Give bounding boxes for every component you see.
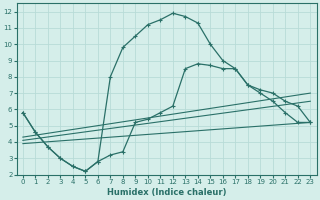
X-axis label: Humidex (Indice chaleur): Humidex (Indice chaleur) — [107, 188, 226, 197]
